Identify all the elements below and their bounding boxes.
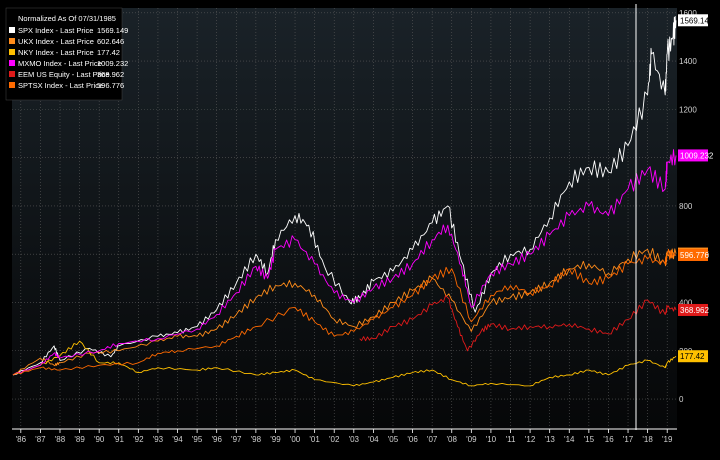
y-tick-label: 1200: [679, 105, 697, 114]
legend: Normalized As Of 07/31/1985 SPX Index - …: [5, 7, 128, 101]
last-price-tag: [678, 14, 708, 27]
legend-entry-label: MXMO Index - Last Price: [18, 59, 102, 68]
plot-background: [12, 8, 677, 428]
y-tick-label: 1400: [679, 57, 697, 66]
series-line: [12, 16, 677, 376]
x-tick-label: '87: [35, 435, 46, 444]
x-tick-label: '03: [349, 435, 360, 444]
x-tick-label: '02: [329, 435, 340, 444]
x-tick-label: '92: [133, 435, 144, 444]
x-tick-label: '08: [447, 435, 458, 444]
last-price-tag-value: 1009.232: [680, 151, 714, 160]
legend-entry-value: 368.962: [97, 70, 124, 79]
legend-entry-label: NKY Index - Last Price: [18, 48, 94, 57]
last-price-tag: [678, 350, 708, 363]
legend-box: [5, 7, 123, 101]
legend-swatch: [9, 49, 15, 55]
legend-entry-value: 602.646: [97, 37, 124, 46]
last-price-tags: 1569.149602.646177.421009.232368.962596.…: [678, 14, 714, 363]
x-tick-label: '04: [368, 435, 379, 444]
legend-swatch: [9, 27, 15, 33]
x-tick-label: '97: [231, 435, 242, 444]
legend-entry-label: UKX Index - Last Price: [18, 37, 94, 46]
last-price-tag-value: 596.776: [680, 251, 709, 260]
x-tick-label: '07: [427, 435, 438, 444]
y-tick-label: 400: [679, 298, 693, 307]
y-tick-label: 0: [679, 395, 684, 404]
x-tick-label: '15: [584, 435, 595, 444]
x-tick-label: '89: [74, 435, 85, 444]
x-tick-label: '09: [466, 435, 477, 444]
x-tick-label: '94: [172, 435, 183, 444]
y-tick-label: 1600: [679, 9, 697, 18]
x-tick-label: '05: [388, 435, 399, 444]
legend-entry-value: 1569.149: [97, 26, 128, 35]
x-tick-label: '01: [309, 435, 320, 444]
series-lines: [12, 16, 677, 387]
legend-entry-label: SPX Index - Last Price: [18, 26, 93, 35]
legend-entry-label: SPTSX Index - Last Price: [18, 81, 103, 90]
chart-title: Normalized As Of 07/31/1985: [18, 14, 116, 23]
legend-entry-label: EEM US Equity - Last Price: [18, 70, 110, 79]
last-price-tag: [678, 303, 708, 316]
x-tick-label: '91: [114, 435, 125, 444]
x-tick-label: '17: [623, 435, 634, 444]
last-price-tag-value: 1569.149: [680, 16, 714, 25]
x-tick-label: '10: [486, 435, 497, 444]
x-tick-label: '19: [662, 435, 673, 444]
last-price-tag-value: 368.962: [680, 306, 709, 315]
x-tick-label: '18: [642, 435, 653, 444]
x-tick-label: '00: [290, 435, 301, 444]
y-tick-label: 800: [679, 202, 693, 211]
series-line: [12, 247, 677, 376]
series-line: [359, 295, 677, 352]
legend-swatch: [9, 71, 15, 77]
x-tick-label: '99: [270, 435, 281, 444]
legend-swatch: [9, 82, 15, 88]
x-tick-label: '88: [55, 435, 66, 444]
series-line: [12, 248, 677, 376]
x-tick-label: '11: [506, 435, 516, 444]
x-tick-label: '95: [192, 435, 203, 444]
legend-entry-value: 177.42: [97, 48, 120, 57]
x-axis-labels: '86 '87 '88 '89 '90 '91 '92 '93 '94 '95 '96 '97 '98 '…: [16, 429, 673, 444]
legend-entry-value: 1009.232: [97, 59, 128, 68]
legend-swatch: [9, 60, 15, 66]
x-tick-label: '12: [525, 435, 536, 444]
last-price-tag-value: 177.42: [680, 352, 705, 361]
x-tick-label: '93: [153, 435, 164, 444]
x-tick-label: '14: [564, 435, 575, 444]
last-price-tag: [678, 248, 708, 261]
legend-swatch: [9, 38, 15, 44]
x-tick-label: '13: [544, 435, 555, 444]
x-tick-label: '16: [603, 435, 614, 444]
x-tick-label: '06: [407, 435, 418, 444]
series-line: [12, 149, 677, 376]
y-axis-labels: 02004006008001000120014001600: [679, 9, 697, 404]
last-price-tag: [678, 149, 708, 162]
x-tick-label: '96: [211, 435, 222, 444]
x-tick-label: '98: [251, 435, 262, 444]
x-tick-label: '90: [94, 435, 105, 444]
x-tick-label: '86: [16, 435, 27, 444]
legend-entry-value: 596.776: [97, 81, 124, 90]
